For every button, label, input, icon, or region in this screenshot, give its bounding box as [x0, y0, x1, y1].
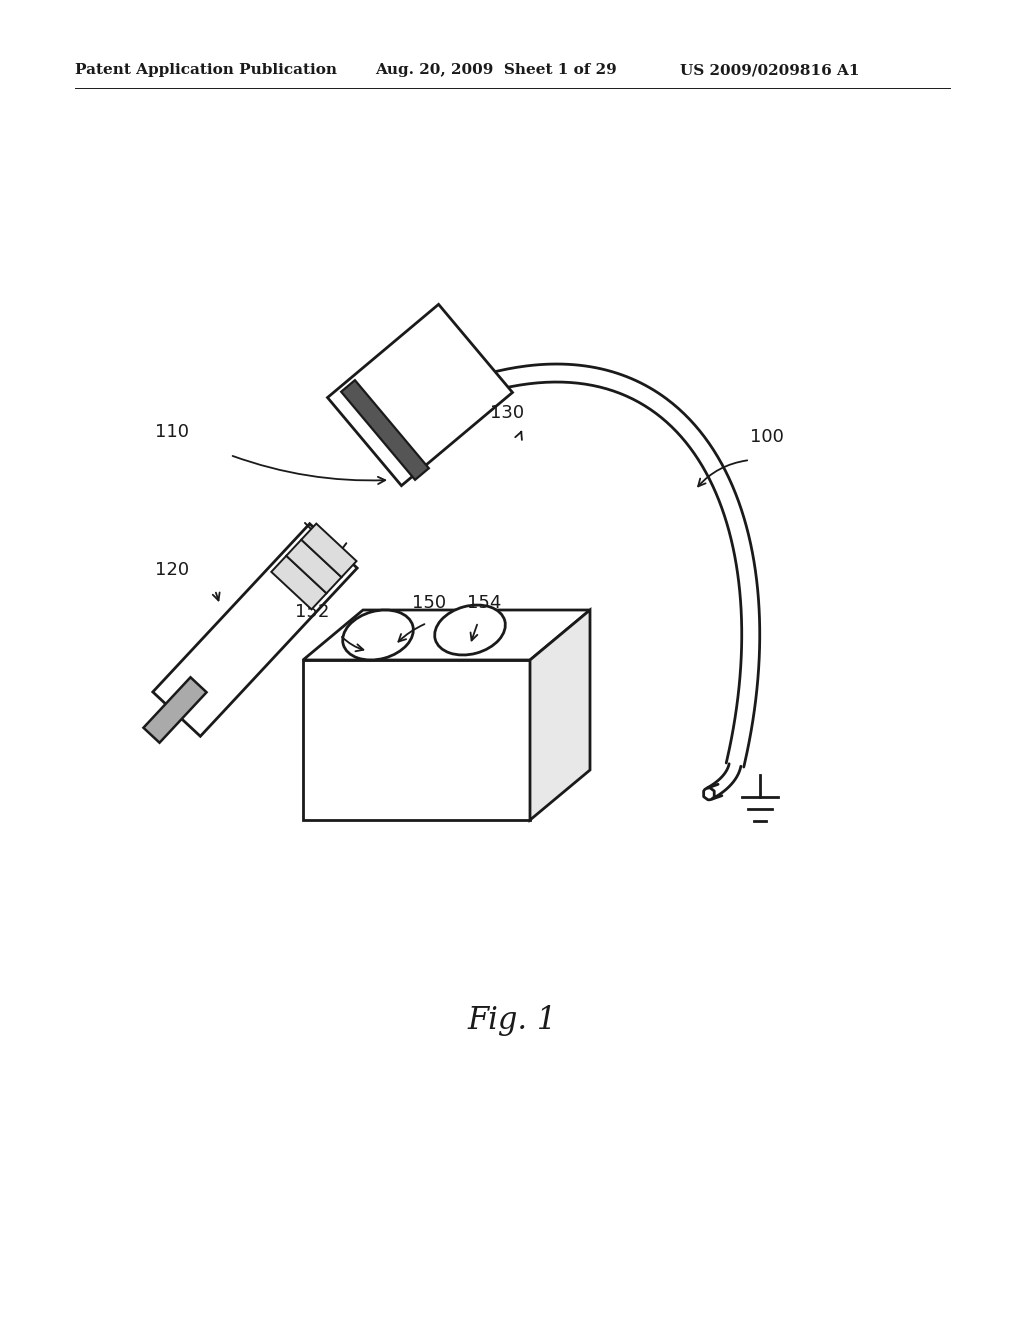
Text: 154: 154: [467, 594, 502, 612]
Text: Patent Application Publication: Patent Application Publication: [75, 63, 337, 77]
Polygon shape: [153, 524, 357, 737]
Text: 110: 110: [155, 422, 189, 441]
Polygon shape: [143, 677, 207, 743]
Ellipse shape: [434, 605, 505, 655]
Text: US 2009/0209816 A1: US 2009/0209816 A1: [680, 63, 859, 77]
Polygon shape: [303, 660, 530, 820]
Text: 120: 120: [155, 561, 189, 579]
Ellipse shape: [343, 610, 414, 660]
Text: 150: 150: [412, 594, 446, 612]
Polygon shape: [271, 556, 327, 610]
Polygon shape: [341, 380, 429, 480]
Polygon shape: [530, 610, 590, 820]
Text: 130: 130: [490, 404, 524, 422]
Text: 100: 100: [750, 428, 784, 446]
Text: Fig. 1: Fig. 1: [467, 1005, 557, 1035]
Polygon shape: [328, 305, 512, 486]
Polygon shape: [303, 610, 590, 660]
Polygon shape: [301, 524, 356, 577]
Text: 152: 152: [295, 603, 330, 620]
Text: Aug. 20, 2009  Sheet 1 of 29: Aug. 20, 2009 Sheet 1 of 29: [375, 63, 616, 77]
Polygon shape: [287, 540, 342, 593]
